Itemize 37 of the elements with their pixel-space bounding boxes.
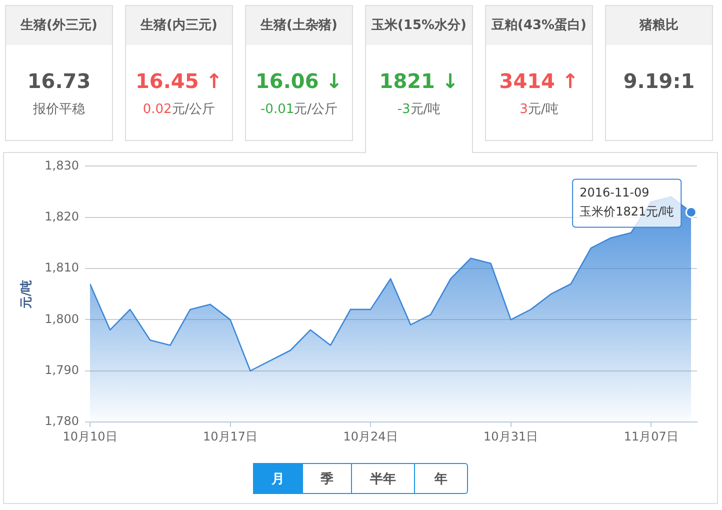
x-tick-label: 10月24日 [343,429,398,444]
x-tick-label: 10月31日 [484,429,538,444]
time-range-button[interactable]: 季 [303,463,352,494]
y-tick-label: 1,820 [44,209,79,224]
time-range-button[interactable]: 年 [415,463,468,494]
y-tick-label: 1,800 [44,312,79,326]
text: 生猪(外三元) [6,6,112,45]
y-axis-title: 元/吨 [19,280,34,310]
y-tick-label: 1,790 [44,362,79,377]
text: 16.45 ↑ [136,69,222,93]
y-tick-label: 1,830 [44,158,79,172]
text: 元/吨 [528,102,558,117]
text: 1821 ↓ [379,69,459,93]
text: 豆粕(43%蛋白) [486,6,592,45]
annotation: 2016-11-09 玉米价1821元/吨 [580,185,674,218]
text: 生猪(内三元) [126,6,232,45]
text: 3 [520,102,528,117]
text: 3414 ↑ [499,69,579,93]
y-tick-label: 1,810 [44,260,79,275]
text: 生猪(土杂猪) [246,6,352,45]
x-tick-label: 10月10日 [62,429,118,444]
text: -0.01 [260,102,294,117]
text: 元/吨 [410,102,441,117]
text: 元/公斤 [172,102,216,117]
y-tick-label: 1,780 [44,414,79,428]
text: 元/公斤 [294,102,338,117]
x-tick-label: 10月17日 [202,429,258,444]
text: -3 [397,102,410,117]
text: 16.73 [27,69,91,93]
text: 猪粮比 [606,6,712,45]
text: 0.02 [142,102,172,117]
x-tick-label: 11月07日 [624,429,678,444]
time-range-button[interactable]: 半年 [352,463,415,494]
text: 报价平稳 [33,102,85,117]
text: 9.19:1 [623,69,695,93]
text: 玉米(15%水分) [366,6,472,45]
text: 16.06 ↓ [256,69,342,93]
